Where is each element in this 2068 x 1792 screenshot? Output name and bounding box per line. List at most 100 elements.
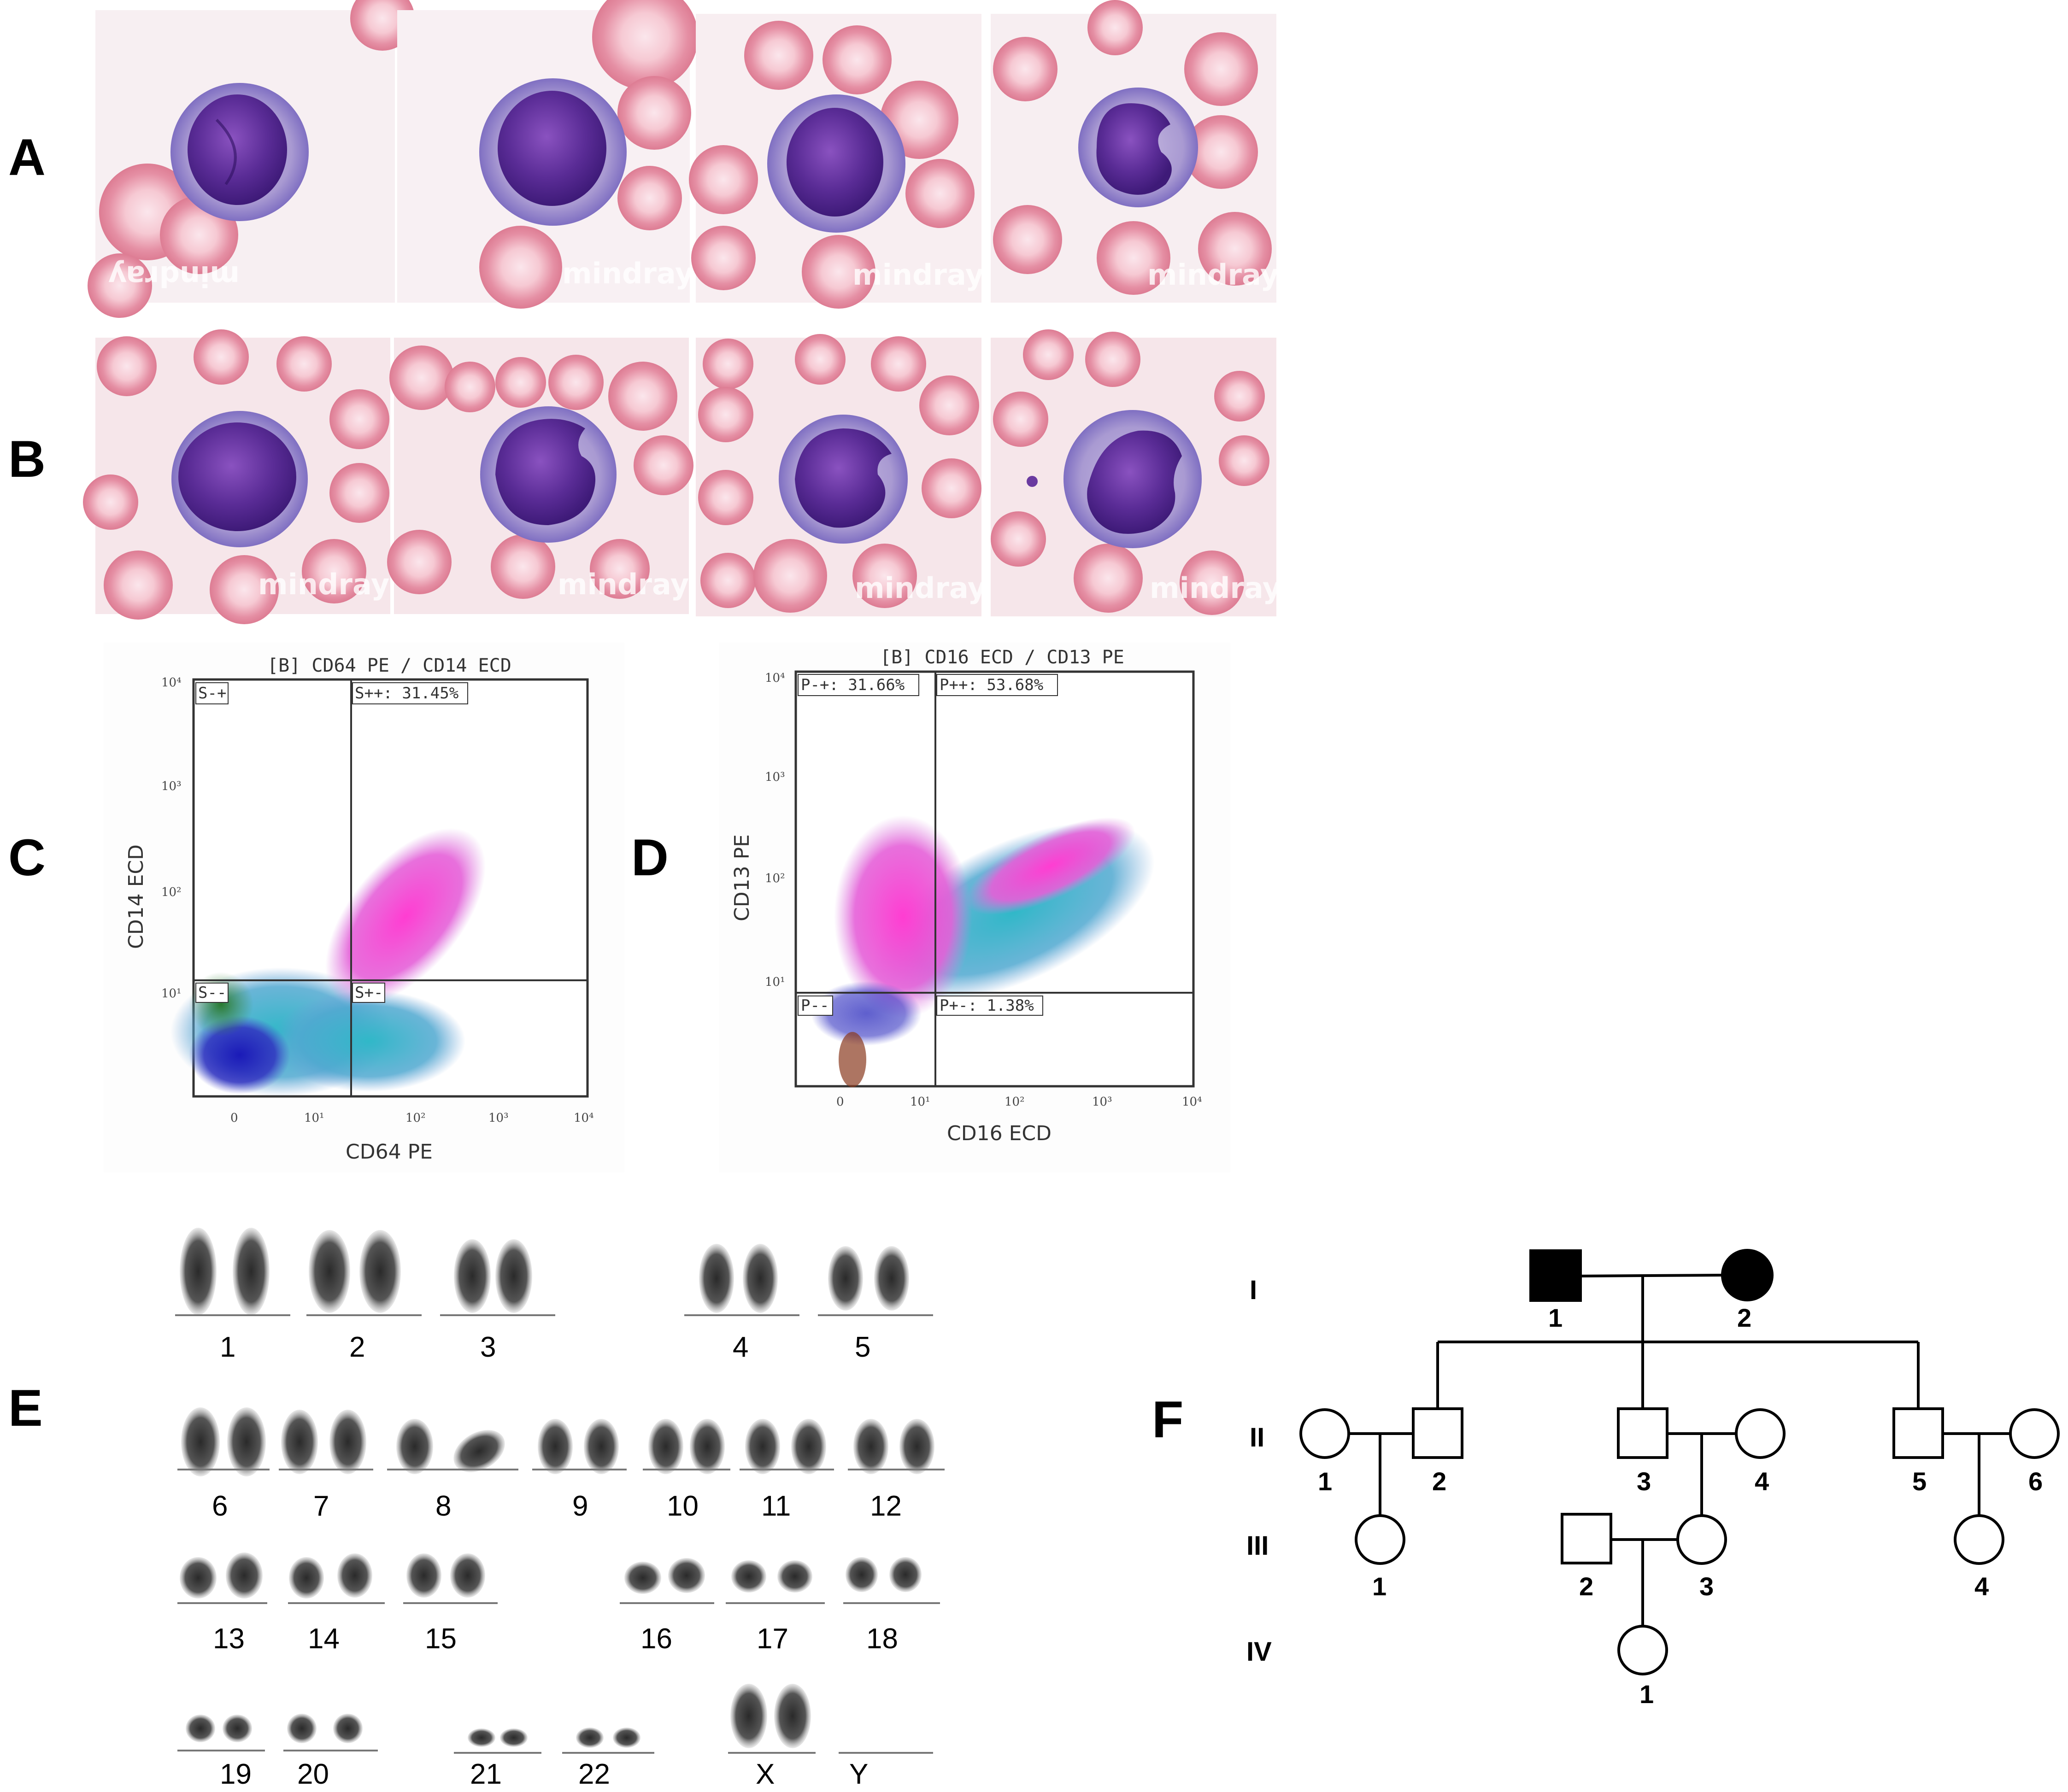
- flow-d-xtick-1: 10¹: [910, 1095, 930, 1109]
- pedigree: [1299, 1249, 2060, 1675]
- flow-d-gate-ul: P-+: 31.66%: [801, 676, 905, 694]
- flow-c-xlabel: CD64 PE: [346, 1140, 433, 1164]
- chromosome-pair-17: 17: [726, 1560, 825, 1655]
- pedigree-num-i-2: 2: [1737, 1303, 1751, 1332]
- chromosome-pair-18: 18: [843, 1557, 940, 1655]
- flow-c-x-ticks: 0 10¹ 10² 10³ 10⁴: [230, 1111, 594, 1125]
- flow-c-gate-ur: S++: 31.45%: [355, 684, 458, 703]
- pedigree-ii-2-male: [1412, 1407, 1463, 1459]
- kar-label-7: 7: [313, 1490, 329, 1522]
- pedigree-ii-3-male: [1617, 1407, 1668, 1459]
- micrograph-a3: mindray: [689, 14, 984, 309]
- panel-letter-d: D: [631, 829, 669, 886]
- flow-d-xtick-2: 10²: [1005, 1095, 1025, 1109]
- kar-label-15: 15: [425, 1623, 457, 1655]
- pedigree-num-ii-6: 6: [2028, 1467, 2043, 1496]
- watermark-b1: mindray: [258, 568, 389, 601]
- micrograph-b4: mindray: [991, 329, 1281, 616]
- kar-label-9: 9: [572, 1490, 588, 1522]
- panel-letter-e: E: [8, 1379, 43, 1437]
- panel-letter-a: A: [8, 129, 46, 186]
- kar-label-11: 11: [761, 1490, 791, 1522]
- panel-letter-b: B: [8, 430, 46, 488]
- karyotype: 1 2 3 4 5: [175, 1228, 945, 1790]
- pedigree-iii-3-female: [1676, 1514, 1727, 1565]
- pedigree-gen-iii: III: [1246, 1531, 1269, 1561]
- kar-label-10: 10: [667, 1490, 699, 1522]
- kar-label-1: 1: [220, 1331, 235, 1363]
- pedigree-ii-4-female: [1735, 1408, 1786, 1459]
- pedigree-labels: I II III IV 1 2 1 2 3 4 5 6 1 2 3 4 1: [1246, 1275, 2043, 1709]
- micrograph-a1: mindray: [88, 0, 415, 318]
- pedigree-num-i-1: 1: [1548, 1303, 1563, 1332]
- chromosome-pair-2: 2: [306, 1230, 422, 1363]
- flow-c-gate-ul: S-+: [198, 684, 226, 703]
- pedigree-ii-5-male: [1892, 1407, 1944, 1459]
- flow-d-xlabel: CD16 ECD: [947, 1122, 1052, 1145]
- pedigree-ii-6-female: [2009, 1408, 2060, 1459]
- flow-d-ytick-1: 10³: [765, 770, 785, 784]
- kar-label-16: 16: [640, 1623, 672, 1655]
- pedigree-num-ii-4: 4: [1755, 1467, 1769, 1496]
- flow-d-xtick-0: 0: [836, 1095, 844, 1109]
- chromosome-pair-5: 5: [818, 1246, 933, 1363]
- watermark-a3: mindray: [852, 258, 984, 292]
- kar-label-y: Y: [849, 1758, 868, 1790]
- flow-c-ytick-1: 10³: [161, 779, 182, 793]
- flow-c-ytick-0: 10⁴: [161, 676, 182, 690]
- pedigree-gen-iv: IV: [1246, 1637, 1272, 1667]
- flow-d-ytick-3: 10¹: [765, 975, 785, 989]
- micrograph-b3: mindray: [696, 334, 986, 616]
- kar-label-14: 14: [308, 1623, 340, 1655]
- pedigree-ii-1-female: [1299, 1408, 1350, 1459]
- kar-label-4: 4: [733, 1331, 748, 1363]
- flow-c-gate-lr: S+-: [355, 984, 383, 1002]
- watermark-b3: mindray: [855, 571, 986, 605]
- kar-label-2: 2: [349, 1331, 365, 1363]
- kar-label-13: 13: [213, 1623, 245, 1655]
- flow-d-ylabel: CD13 PE: [730, 834, 754, 921]
- chromosome-pair-3: 3: [440, 1239, 555, 1363]
- flow-c-ytick-3: 10¹: [161, 987, 182, 1001]
- chromosome-pair-11: 11: [740, 1419, 834, 1522]
- flow-d-xtick-4: 10⁴: [1182, 1095, 1202, 1109]
- pedigree-num-iii-1: 1: [1372, 1572, 1386, 1601]
- flow-d-ytick-2: 10²: [765, 872, 785, 885]
- kar-label-18: 18: [866, 1623, 898, 1655]
- watermark-a2: mindray: [562, 257, 693, 290]
- flow-c-ylabel: CD14 ECD: [124, 844, 148, 949]
- micrograph-a4: mindray: [991, 0, 1279, 303]
- chromosome-slot-y: Y: [839, 1752, 933, 1790]
- flow-d-x-ticks: 0 10¹ 10² 10³ 10⁴: [836, 1095, 1202, 1109]
- kar-label-3: 3: [480, 1331, 496, 1363]
- pedigree-iii-2-male: [1561, 1513, 1612, 1564]
- chromosome-pair-14: 14: [288, 1553, 385, 1655]
- flow-c-xtick-4: 10⁴: [574, 1111, 594, 1125]
- kar-label-22: 22: [578, 1758, 610, 1790]
- flow-d-title: [B] CD16 ECD / CD13 PE: [880, 647, 1124, 668]
- flow-c-gate-labels: S-+ S++: 31.45% S-- S+-: [195, 682, 468, 1003]
- chromosome-pair-19: 19: [177, 1715, 265, 1790]
- flow-c-xtick-0: 0: [230, 1111, 238, 1125]
- pedigree-gen-i: I: [1250, 1275, 1257, 1305]
- chromosome-pair-13: 13: [177, 1552, 267, 1655]
- pedigree-iii-1-female: [1355, 1514, 1405, 1565]
- flow-plot-d: [B] CD16 ECD / CD13 PE P-+: 31.66% P++: …: [719, 643, 1230, 1172]
- kar-label-5: 5: [855, 1331, 870, 1363]
- chromosome-pair-22: 22: [562, 1728, 654, 1790]
- kar-label-8: 8: [435, 1490, 451, 1522]
- flow-d-gate-ll: P--: [801, 996, 829, 1015]
- pedigree-num-iii-2: 2: [1579, 1572, 1593, 1601]
- pedigree-num-ii-2: 2: [1432, 1467, 1446, 1496]
- kar-label-x: X: [756, 1758, 775, 1790]
- flow-c-ytick-2: 10²: [161, 885, 182, 899]
- watermark-b2: mindray: [558, 568, 689, 601]
- chromosome-pair-8: 8: [387, 1419, 518, 1522]
- watermark-a1: mindray: [108, 259, 240, 293]
- flow-c-xtick-3: 10³: [488, 1111, 509, 1125]
- chromosome-pair-15: 15: [403, 1553, 498, 1655]
- pedigree-num-ii-3: 3: [1637, 1467, 1651, 1496]
- micrograph-b1: mindray: [83, 329, 390, 624]
- kar-label-6: 6: [212, 1490, 228, 1522]
